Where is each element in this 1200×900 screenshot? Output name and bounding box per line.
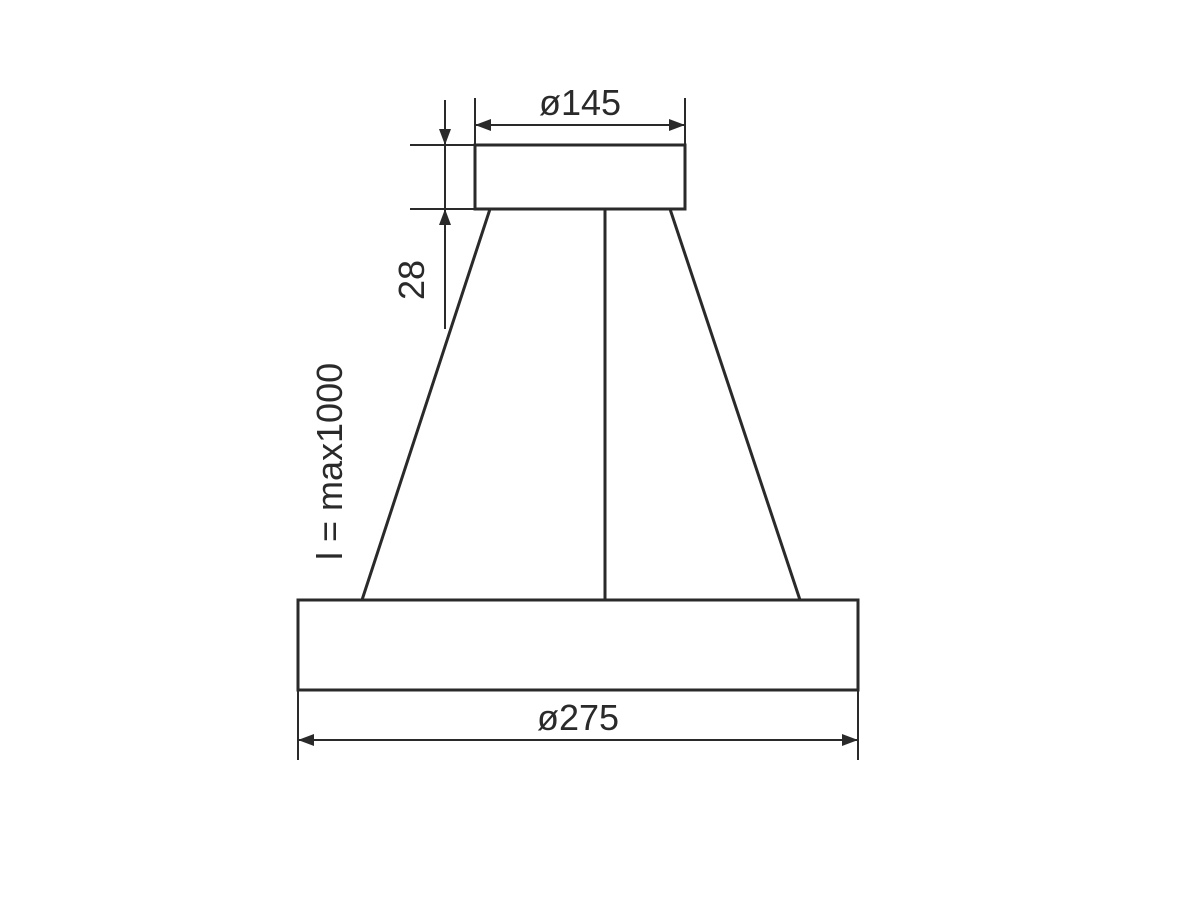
dim-overall-length-label: l = max1000 [309,363,350,560]
dim-canopy-height-label: 28 [391,260,432,300]
cable-2 [670,209,800,600]
dim-body-diameter-label: ø275 [537,697,619,738]
dim-canopy-diameter-label: ø145 [539,82,621,123]
canopy-outline [475,145,685,209]
body-outline [298,600,858,690]
